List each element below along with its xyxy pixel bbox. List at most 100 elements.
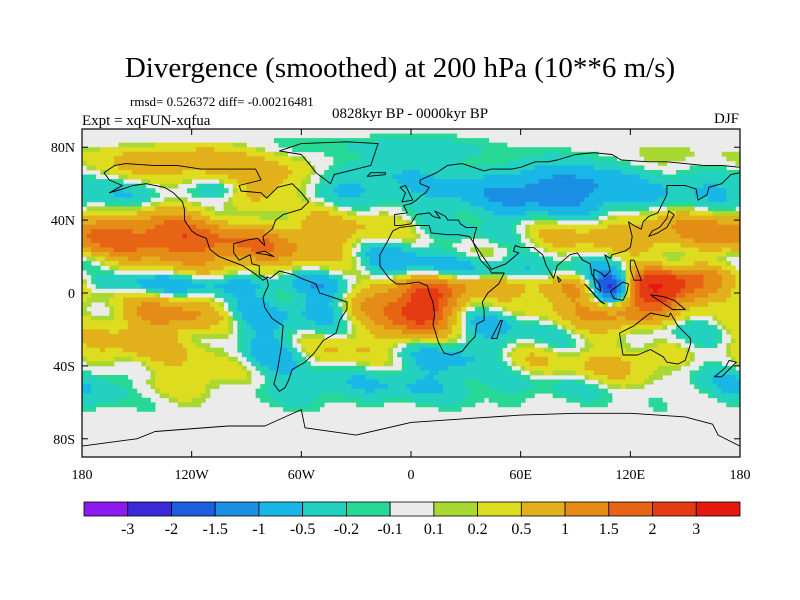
field-cell bbox=[639, 147, 691, 153]
field-cell bbox=[735, 375, 741, 380]
field-cell bbox=[671, 224, 741, 230]
field-cell bbox=[703, 274, 723, 280]
field-cell bbox=[429, 343, 462, 349]
colorbar-label: 1 bbox=[561, 521, 569, 538]
field-cell bbox=[269, 393, 320, 399]
field-cell bbox=[516, 361, 531, 367]
field-cell bbox=[82, 302, 92, 308]
field-cell bbox=[497, 238, 517, 244]
field-cell bbox=[82, 347, 101, 353]
field-cell bbox=[365, 252, 416, 257]
field-cell bbox=[82, 156, 115, 162]
field-cell bbox=[538, 242, 553, 248]
field-cell bbox=[406, 361, 416, 367]
field-cell bbox=[452, 329, 462, 335]
field-cell bbox=[104, 261, 119, 267]
field-cell bbox=[228, 279, 252, 285]
field-cell bbox=[82, 179, 110, 185]
field-cell bbox=[461, 352, 499, 358]
colorbar-swatch bbox=[389, 501, 435, 517]
field-cell bbox=[273, 138, 375, 144]
field-cell bbox=[497, 347, 503, 353]
field-cell bbox=[406, 324, 435, 330]
field-cell bbox=[712, 375, 736, 380]
field-cell bbox=[109, 379, 133, 385]
field-cell bbox=[392, 320, 416, 326]
field-cell bbox=[328, 302, 339, 308]
field-cell bbox=[689, 338, 718, 344]
field-cell bbox=[324, 179, 398, 185]
field-cell bbox=[625, 375, 649, 380]
field-cell bbox=[479, 379, 531, 385]
field-cell bbox=[360, 151, 480, 157]
field-cell bbox=[82, 279, 87, 285]
field-cell bbox=[593, 242, 654, 248]
field-cell bbox=[209, 215, 261, 221]
field-cell bbox=[538, 315, 549, 321]
field-cell bbox=[301, 347, 307, 353]
field-cell bbox=[351, 265, 357, 271]
field-cell bbox=[164, 288, 188, 294]
field-cell bbox=[136, 311, 202, 317]
field-cell bbox=[621, 270, 627, 276]
field-cell bbox=[589, 306, 627, 312]
field-cell bbox=[251, 343, 284, 349]
field-cell bbox=[406, 384, 444, 390]
field-cell bbox=[132, 192, 151, 198]
field-cell bbox=[557, 252, 567, 257]
field-cell bbox=[401, 206, 412, 212]
field-cell bbox=[150, 384, 156, 390]
field-cell bbox=[721, 247, 732, 253]
field-cell bbox=[602, 302, 608, 308]
field-cell bbox=[374, 270, 403, 276]
field-cell bbox=[630, 365, 659, 371]
field-cell bbox=[488, 238, 499, 244]
field-cell bbox=[516, 343, 535, 349]
field-cell bbox=[598, 206, 613, 212]
field-cell bbox=[548, 247, 613, 253]
field-cell bbox=[351, 384, 389, 390]
field-cell bbox=[301, 343, 394, 349]
field-cell bbox=[639, 283, 649, 289]
field-cell bbox=[648, 397, 663, 403]
field-cell bbox=[223, 188, 229, 194]
field-cell bbox=[86, 206, 142, 212]
field-cell bbox=[548, 297, 572, 303]
field-cell bbox=[251, 338, 279, 344]
field-cell bbox=[671, 329, 677, 335]
coastline bbox=[262, 270, 348, 392]
field-cell bbox=[525, 224, 531, 230]
field-cell bbox=[214, 293, 220, 298]
field-cell bbox=[319, 356, 389, 362]
field-cell bbox=[237, 302, 270, 308]
field-cell bbox=[465, 379, 480, 385]
colorbar-swatch bbox=[520, 501, 566, 517]
field-cell bbox=[529, 238, 535, 244]
field-cell bbox=[717, 288, 732, 294]
field-cell bbox=[639, 151, 695, 157]
field-cell bbox=[593, 179, 649, 185]
field-cell bbox=[301, 183, 307, 189]
field-cell bbox=[127, 174, 229, 180]
field-cell bbox=[721, 274, 736, 280]
field-cell bbox=[82, 297, 87, 303]
field-cell bbox=[337, 165, 535, 171]
field-cell bbox=[721, 324, 727, 330]
field-cell bbox=[474, 329, 508, 335]
field-cell bbox=[589, 329, 608, 335]
field-cell bbox=[82, 352, 138, 358]
field-cell bbox=[429, 233, 439, 239]
field-cell bbox=[447, 324, 453, 330]
field-cell bbox=[141, 179, 151, 185]
field-cell bbox=[529, 352, 535, 358]
field-cell bbox=[630, 270, 636, 276]
field-cell bbox=[82, 384, 92, 390]
field-cell bbox=[580, 288, 585, 294]
field-cell bbox=[113, 192, 133, 198]
field-cell bbox=[301, 356, 307, 362]
field-cell bbox=[305, 297, 334, 303]
field-cell bbox=[607, 215, 617, 221]
field-cell bbox=[575, 297, 590, 303]
field-cell bbox=[278, 288, 284, 294]
field-cell bbox=[411, 293, 444, 298]
